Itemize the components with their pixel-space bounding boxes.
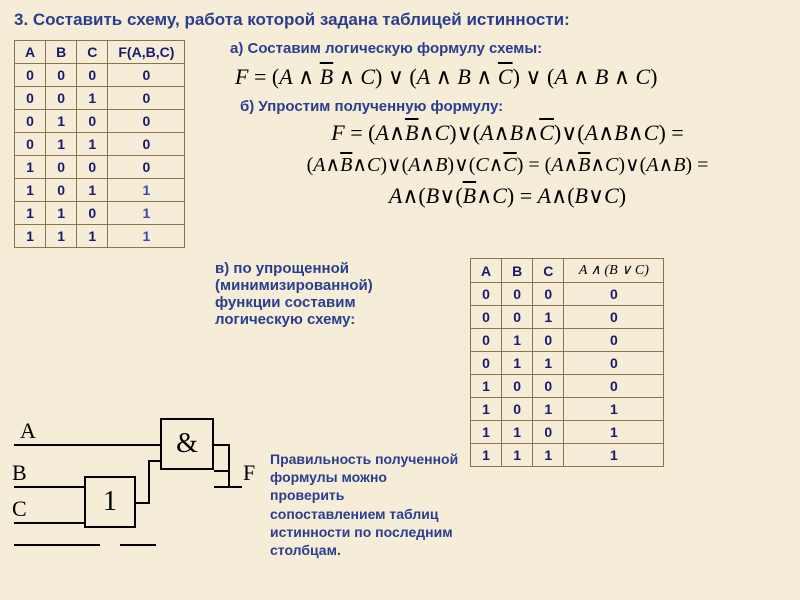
col-A: A	[15, 41, 46, 64]
table-row: 1101	[15, 202, 185, 225]
col2-C: C	[533, 259, 564, 283]
table-row: 1000	[15, 156, 185, 179]
col2-F: A ∧ (B ∨ C)	[564, 259, 664, 283]
table-header-row: A B C A ∧ (B ∨ C)	[471, 259, 664, 283]
table-row: 0000	[15, 64, 185, 87]
truth-table-1: A B C F(A,B,C) 0000 0010 0100 0110 1000 …	[14, 40, 185, 248]
col-B: B	[46, 41, 77, 64]
truth-table-2: A B C A ∧ (B ∨ C) 0000 0010 0100 0110 10…	[470, 258, 664, 467]
simplification-block: F = (A∧B∧C)∨(A∧B∧C)∨(A∧B∧C) = (A∧B∧C)∨(A…	[220, 120, 795, 209]
page-title: 3. Составить схему, работа которой задан…	[0, 0, 800, 34]
table-row: 0000	[471, 283, 664, 306]
or-gate: 1	[84, 476, 136, 528]
col2-A: A	[471, 259, 502, 283]
step-c-label: в) по упрощенной (минимизированной) функ…	[215, 260, 415, 328]
col-F: F(A,B,C)	[108, 41, 185, 64]
table-row: 1000	[471, 375, 664, 398]
table-row: 0010	[15, 87, 185, 110]
label-F: F	[243, 460, 255, 486]
table-row: 1011	[15, 179, 185, 202]
table-row: 1111	[15, 225, 185, 248]
table-row: 0010	[471, 306, 664, 329]
table-header-row: A B C F(A,B,C)	[15, 41, 185, 64]
step-b-label: б) Упростим полученную формулу:	[240, 98, 503, 115]
step-a-label: а) Составим логическую формулу схемы:	[230, 40, 542, 57]
verification-note: Правильность полученной формулы можно пр…	[270, 450, 460, 559]
table-row: 1101	[471, 421, 664, 444]
col2-B: B	[502, 259, 533, 283]
table-row: 0100	[471, 329, 664, 352]
table-row: 1111	[471, 444, 664, 467]
formula-a: F = (A ∧ B ∧ C) ∨ (A ∧ B ∧ C) ∨ (A ∧ B ∧…	[235, 64, 795, 90]
col-C: C	[77, 41, 108, 64]
and-gate: &	[160, 418, 214, 470]
table-row: 0100	[15, 110, 185, 133]
label-B: B	[12, 460, 27, 486]
table-row: 1011	[471, 398, 664, 421]
label-C: C	[12, 496, 27, 522]
table-row: 0110	[471, 352, 664, 375]
label-A: A	[20, 418, 36, 444]
table-row: 0110	[15, 133, 185, 156]
